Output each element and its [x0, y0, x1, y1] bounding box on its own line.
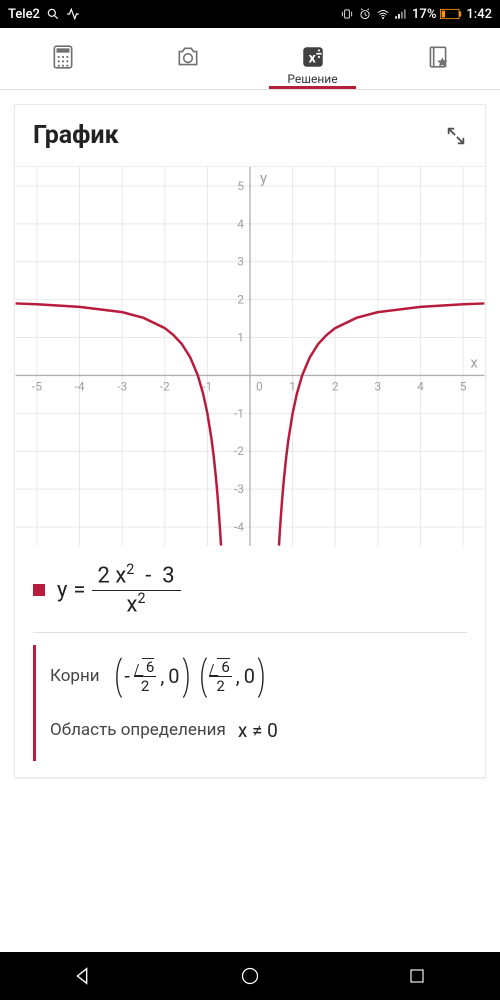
svg-text:1: 1	[237, 331, 244, 345]
svg-text:-1: -1	[202, 379, 212, 393]
svg-text:-1: -1	[234, 406, 244, 420]
home-icon	[240, 966, 260, 986]
alarm-icon	[358, 7, 372, 21]
solve-icon: x	[300, 44, 326, 70]
domain-label: Область определения	[50, 720, 226, 740]
info-block: Корни ( - 62 , 0 ) (	[33, 645, 467, 761]
svg-text:-2: -2	[234, 444, 244, 458]
svg-text:5: 5	[460, 379, 467, 393]
eq-denominator: x2	[121, 591, 152, 619]
notebook-icon	[425, 44, 451, 70]
nav-home[interactable]	[226, 952, 274, 1000]
battery-pct: 17%	[412, 7, 436, 22]
content-area: График -5-4-3-2-1012345-4-3-2-112345xy y…	[0, 90, 500, 952]
signal-icon	[394, 7, 408, 21]
svg-text:2: 2	[237, 293, 244, 307]
equation-block: y = 2 x2 - 3 x2	[15, 546, 485, 632]
svg-text:2: 2	[332, 379, 339, 393]
nav-bar	[0, 952, 500, 1000]
activity-icon	[66, 7, 80, 21]
roots-value: ( - 62 , 0 ) ( 62 ,	[112, 656, 268, 696]
svg-text:y: y	[260, 169, 267, 187]
clock-text: 1:42	[466, 7, 492, 22]
svg-text:-4: -4	[234, 520, 244, 534]
search-icon	[46, 7, 60, 21]
svg-text:-2: -2	[160, 379, 170, 393]
tab-notebook[interactable]	[375, 36, 500, 89]
eq-equals: =	[73, 578, 85, 603]
svg-text:x: x	[470, 353, 478, 371]
equation: y = 2 x2 - 3 x2	[57, 562, 181, 618]
svg-text:4: 4	[417, 379, 424, 393]
svg-text:3: 3	[374, 379, 381, 393]
svg-text:-3: -3	[117, 379, 127, 393]
svg-text:5: 5	[237, 179, 244, 193]
roots-row: Корни ( - 62 , 0 ) (	[50, 649, 467, 703]
svg-text:4: 4	[237, 217, 244, 231]
battery-icon	[440, 8, 462, 20]
tab-calculator[interactable]	[0, 36, 125, 89]
svg-text:-3: -3	[234, 482, 244, 496]
roots-label: Корни	[50, 666, 100, 686]
graph-card: График -5-4-3-2-1012345-4-3-2-112345xy y…	[14, 104, 486, 778]
domain-row: Область определения x ≠ 0	[50, 703, 467, 757]
status-bar: Tele2 17% 1:42	[0, 0, 500, 28]
tab-solution[interactable]: x Решение	[250, 36, 375, 89]
divider	[33, 632, 467, 633]
back-icon	[72, 965, 94, 987]
nav-recent[interactable]	[393, 952, 441, 1000]
carrier-text: Tele2	[8, 7, 40, 22]
card-header: График	[15, 105, 485, 166]
nav-back[interactable]	[59, 952, 107, 1000]
card-title: График	[33, 121, 119, 150]
tab-label: Решение	[287, 72, 337, 87]
tab-camera[interactable]	[125, 36, 250, 89]
svg-text:-5: -5	[32, 379, 42, 393]
vibrate-icon	[340, 7, 354, 21]
svg-text:x: x	[308, 50, 316, 66]
eq-lhs: y	[57, 578, 67, 603]
svg-text:3: 3	[237, 255, 244, 269]
legend-swatch	[33, 584, 45, 596]
tab-bar: x Решение	[0, 28, 500, 90]
svg-text:0: 0	[256, 379, 263, 393]
domain-value: x ≠ 0	[238, 719, 278, 742]
wifi-icon	[376, 7, 390, 21]
svg-text:-4: -4	[75, 379, 85, 393]
expand-icon[interactable]	[445, 125, 467, 147]
recent-icon	[408, 967, 426, 985]
svg-text:1: 1	[289, 379, 296, 393]
eq-numerator: 2 x2 - 3	[92, 562, 181, 591]
chart[interactable]: -5-4-3-2-1012345-4-3-2-112345xy	[15, 166, 485, 546]
camera-icon	[175, 44, 201, 70]
calculator-icon	[50, 44, 76, 70]
